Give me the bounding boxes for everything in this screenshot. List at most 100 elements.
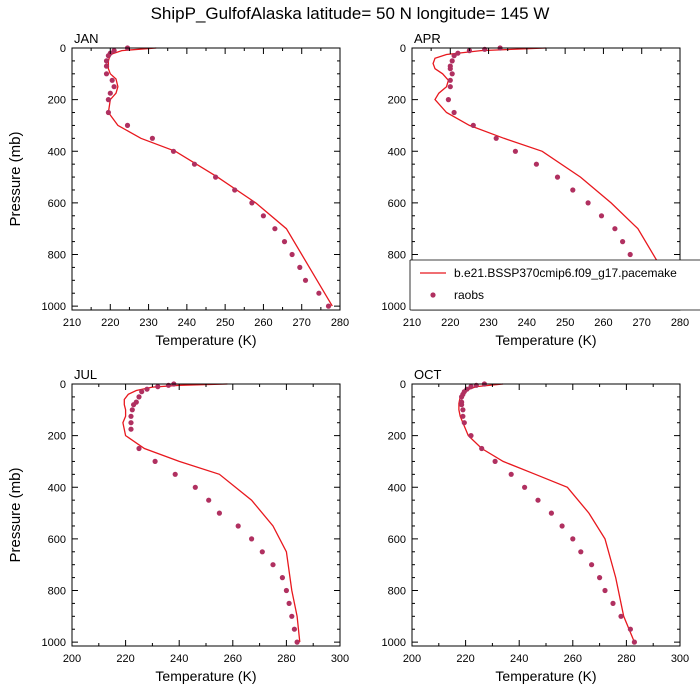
obs-point	[149, 135, 155, 141]
obs-point	[286, 600, 292, 607]
legend-obs-swatch	[430, 292, 436, 298]
obs-point	[559, 523, 565, 529]
obs-point	[109, 77, 115, 83]
y-tick-label: 800	[48, 250, 66, 262]
x-tick-label: 220	[116, 653, 134, 665]
x-axis-label: Temperature (K)	[155, 668, 256, 684]
obs-point	[279, 575, 285, 581]
obs-point	[152, 458, 158, 464]
obs-point	[249, 200, 255, 206]
legend-model-label: b.e21.BSSP370cmip6.f09_g17.pacemake	[454, 266, 677, 280]
y-tick-label: 400	[388, 146, 406, 158]
y-axis-label: Pressure (mb)	[7, 131, 24, 226]
page-title: ShipP_GulfofAlaska latitude= 50 N longit…	[150, 4, 550, 23]
obs-point	[570, 187, 576, 193]
obs-point	[493, 135, 499, 141]
obs-point	[302, 277, 309, 283]
y-tick-label: 600	[388, 198, 406, 210]
obs-point	[213, 174, 219, 180]
y-tick-label: 200	[388, 95, 406, 107]
x-tick-label: 230	[139, 317, 157, 329]
x-tick-label: 220	[456, 653, 474, 665]
obs-point	[598, 213, 605, 219]
model-line	[122, 383, 301, 643]
obs-point	[627, 251, 633, 258]
obs-point	[459, 402, 465, 408]
obs-point	[451, 53, 457, 59]
x-tick-label: 220	[441, 317, 459, 329]
x-tick-label: 230	[479, 317, 497, 329]
obs-point	[455, 50, 461, 56]
x-tick-label: 240	[178, 317, 196, 329]
obs-point	[249, 536, 255, 542]
obs-point	[128, 420, 134, 426]
panel-apr: 210 220 230 240 250 260 270 280 0 200 400 600 800 100…	[382, 31, 700, 348]
obs-point	[128, 413, 134, 419]
x-tick-label: 210	[63, 317, 81, 329]
obs-point	[259, 549, 265, 555]
obs-point	[105, 97, 111, 103]
x-tick-label: 250	[556, 317, 574, 329]
obs-point	[289, 613, 295, 619]
obs-point	[602, 587, 608, 594]
y-tick-label: 200	[48, 95, 66, 107]
y-tick-label: 600	[48, 534, 66, 546]
obs-point	[139, 389, 145, 395]
x-tick-label: 200	[63, 653, 81, 665]
x-axis-label: Temperature (K)	[155, 332, 256, 348]
obs-point	[107, 90, 113, 96]
obs-point	[155, 384, 161, 390]
x-tick-label: 200	[403, 653, 421, 665]
model-line	[458, 383, 636, 643]
panel-label: APR	[414, 31, 441, 46]
obs-point	[297, 264, 303, 270]
obs-point	[111, 84, 117, 90]
obs-point	[216, 510, 222, 516]
x-tick-label: 260	[224, 653, 242, 665]
x-tick-label: 280	[671, 317, 689, 329]
obs-point	[325, 303, 332, 309]
y-tick-label: 0	[60, 379, 66, 391]
x-tick-label: 240	[510, 653, 528, 665]
obs-point	[627, 626, 634, 632]
obs-point	[294, 639, 300, 645]
obs-point	[447, 77, 453, 83]
obs-point	[612, 226, 618, 232]
x-tick-label: 260	[564, 653, 582, 665]
obs-point	[192, 484, 198, 490]
obs-point	[479, 445, 485, 452]
y-tick-label: 400	[48, 482, 66, 494]
obs-point	[144, 386, 150, 392]
obs-point	[468, 433, 474, 439]
obs-point	[170, 148, 177, 154]
obs-point	[447, 66, 453, 72]
obs-point	[470, 122, 476, 128]
obs-point	[272, 226, 278, 232]
obs-point	[103, 71, 110, 77]
obs-point	[482, 46, 488, 52]
panel-label: JAN	[74, 31, 99, 46]
obs-point	[124, 122, 131, 128]
obs-point	[206, 497, 212, 503]
x-axis-label: Temperature (K)	[495, 668, 596, 684]
obs-point	[578, 549, 584, 555]
obs-point	[447, 84, 453, 90]
obs-point	[172, 471, 178, 477]
obs-point	[473, 382, 479, 388]
x-tick-label: 220	[101, 317, 119, 329]
obs-point	[232, 187, 238, 193]
obs-point	[554, 174, 561, 180]
x-tick-label: 270	[293, 317, 311, 329]
obs-point	[449, 58, 455, 64]
obs-point	[533, 161, 540, 167]
obs-point	[512, 148, 519, 154]
y-tick-label: 200	[48, 431, 66, 443]
y-tick-label: 1000	[42, 637, 66, 649]
legend-box	[410, 260, 700, 310]
y-tick-label: 0	[400, 379, 406, 391]
obs-point	[461, 420, 467, 426]
x-axis-label: Temperature (K)	[495, 332, 596, 348]
x-tick-label: 300	[671, 653, 689, 665]
y-tick-label: 800	[48, 586, 66, 598]
